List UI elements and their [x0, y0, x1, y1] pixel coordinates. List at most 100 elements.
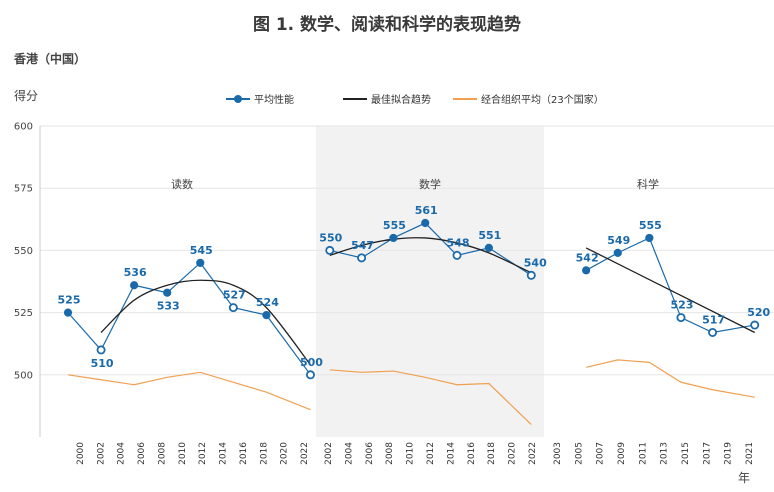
x-tick-2-2011: 2011 — [638, 442, 648, 465]
panel-title-0: 读数 — [171, 177, 193, 191]
x-tick-1-2020: 2020 — [508, 442, 518, 465]
x-tick-2-2017: 2017 — [702, 442, 712, 465]
legend-trend-label: 最佳拟合趋势 — [371, 95, 431, 106]
data-label-0-2006: 536 — [124, 266, 147, 279]
x-tick-1-2002: 2002 — [324, 442, 334, 465]
data-label-1-2003: 550 — [319, 231, 342, 244]
mean-point-2-2009 — [613, 248, 622, 257]
y-tick-550: 550 — [14, 246, 33, 257]
x-tick-1-2008: 2008 — [385, 442, 395, 465]
x-tick-2-2015: 2015 — [681, 442, 691, 465]
x-tick-0-2010: 2010 — [178, 442, 188, 465]
y-tick-525: 525 — [14, 308, 33, 319]
x-tick-1-2006: 2006 — [365, 442, 375, 465]
data-label-1-2018: 551 — [478, 229, 501, 242]
oecd-line-1 — [329, 369, 532, 425]
data-label-2-2012: 555 — [639, 219, 662, 232]
data-label-1-2015: 548 — [447, 236, 470, 249]
x-tick-2-2007: 2007 — [596, 442, 606, 465]
y-tick-500: 500 — [14, 370, 33, 381]
legend-item-mean: 平均性能 — [226, 91, 294, 106]
legend-oecd-label: 经合组织平均（23个国家） — [481, 95, 604, 106]
mean-point-0-2022 — [305, 370, 315, 380]
data-label-1-2012: 561 — [415, 204, 438, 217]
x-tick-1-2022: 2022 — [528, 442, 538, 465]
x-tick-1-2014: 2014 — [446, 442, 456, 465]
data-label-2-2009: 549 — [607, 234, 630, 247]
mean-point-1-2018 — [484, 243, 493, 253]
x-tick-0-2014: 2014 — [219, 442, 229, 465]
data-label-0-2015: 527 — [223, 289, 246, 302]
mean-point-2-2006 — [582, 266, 591, 275]
chart-title: 图 1. 数学、阅读和科学的表现趋势 — [252, 15, 522, 35]
x-tick-2-2005: 2005 — [574, 442, 584, 465]
mean-point-1-2003 — [325, 245, 335, 255]
mean-point-0-2009 — [163, 288, 172, 297]
x-tick-1-2018: 2018 — [487, 442, 497, 465]
legend-oecd-symbol — [453, 93, 477, 105]
data-label-2-2006: 542 — [576, 251, 599, 264]
y-tick-575: 575 — [14, 184, 33, 195]
data-label-2-2018: 517 — [702, 314, 725, 327]
x-tick-0-2016: 2016 — [239, 442, 249, 465]
mean-point-1-2009 — [389, 233, 398, 243]
mean-line-2 — [585, 237, 755, 334]
data-label-0-2012: 545 — [190, 244, 213, 257]
x-tick-1-2012: 2012 — [426, 442, 436, 465]
x-tick-1-2016: 2016 — [467, 442, 477, 465]
x-axis-label: 年 — [738, 471, 751, 485]
x-tick-0-2008: 2008 — [157, 442, 167, 465]
panel-title-2: 科学 — [637, 177, 659, 191]
oecd-line-0 — [67, 371, 311, 411]
x-tick-0-2000: 2000 — [76, 442, 86, 465]
mean-point-0-2006 — [130, 281, 139, 290]
x-tick-2-2003: 2003 — [553, 442, 563, 465]
data-label-1-2009: 555 — [383, 219, 406, 232]
x-tick-0-2002: 2002 — [96, 442, 106, 465]
data-label-0-2009: 533 — [157, 300, 180, 313]
mean-point-1-2015 — [452, 250, 462, 260]
x-tick-2-2021: 2021 — [745, 442, 755, 465]
data-label-2-2015: 523 — [670, 299, 693, 312]
x-tick-0-2004: 2004 — [117, 442, 127, 465]
x-tick-0-2012: 2012 — [198, 442, 208, 465]
mean-point-0-2003 — [96, 345, 106, 355]
mean-point-1-2006 — [357, 253, 367, 263]
x-tick-2-2009: 2009 — [617, 442, 627, 465]
x-tick-0-2022: 2022 — [300, 442, 310, 465]
mean-point-0-2015 — [228, 303, 238, 313]
country-label: 香港（中国） — [14, 52, 87, 66]
x-tick-1-2004: 2004 — [344, 442, 354, 465]
legend-mean-symbol — [226, 93, 250, 105]
trend-line-0 — [100, 279, 312, 366]
mean-point-2-2018 — [708, 328, 718, 338]
x-tick-0-2020: 2020 — [280, 442, 290, 465]
data-label-0-2018: 524 — [256, 296, 279, 309]
x-tick-2-2013: 2013 — [660, 442, 670, 465]
mean-point-1-2022 — [526, 270, 536, 280]
data-label-1-2022: 540 — [524, 256, 547, 269]
legend-trend-symbol — [343, 93, 367, 105]
mean-point-2-2022 — [750, 320, 760, 330]
legend-item-oecd: 经合组织平均（23个国家） — [453, 91, 604, 106]
data-label-1-2006: 547 — [351, 239, 374, 252]
data-label-0-2022: 500 — [300, 356, 323, 369]
x-tick-1-2010: 2010 — [406, 442, 416, 465]
x-tick-0-2018: 2018 — [259, 442, 269, 465]
trend-line-1 — [329, 237, 532, 274]
mean-point-2-2015 — [676, 313, 686, 323]
mean-point-0-2018 — [262, 310, 271, 320]
trend-line-2 — [585, 247, 756, 334]
legend: 平均性能 最佳拟合趋势 经合组织平均（23个国家） — [0, 91, 774, 109]
oecd-line-2 — [586, 359, 755, 398]
legend-mean-label: 平均性能 — [254, 95, 294, 106]
data-label-2-2022: 520 — [747, 306, 770, 319]
x-tick-0-2006: 2006 — [137, 442, 147, 465]
data-label-0-2003: 510 — [91, 357, 114, 370]
data-label-0-2000: 525 — [58, 294, 81, 307]
legend-item-trend: 最佳拟合趋势 — [343, 91, 431, 106]
y-axis-label: 得分 — [14, 89, 39, 103]
mean-line-0 — [67, 261, 311, 376]
mean-point-0-2000 — [63, 308, 73, 317]
